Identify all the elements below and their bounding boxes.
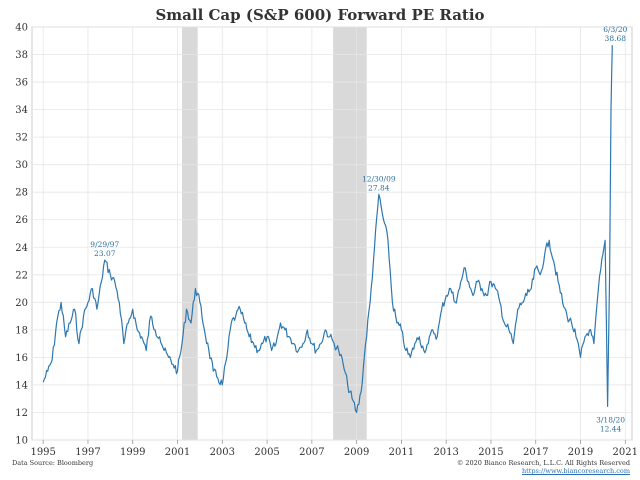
y-tick-label: 12	[15, 408, 28, 419]
plot-area	[31, 26, 633, 441]
recession-band	[182, 27, 198, 440]
y-tick-label: 24	[15, 243, 28, 254]
annotation-value: 12.44	[600, 424, 622, 433]
y-tick-label: 18	[15, 325, 28, 336]
y-axis: 10 12 14 16 18 20 22 24 26 28 30 32 34 36 38 40	[15, 23, 28, 447]
y-tick-label: 32	[15, 133, 28, 144]
y-tick-label: 16	[15, 353, 28, 364]
x-tick-label: 2005	[254, 447, 279, 458]
y-tick-label: 30	[15, 160, 28, 171]
y-tick-label: 40	[15, 23, 28, 34]
pe-ratio-line	[42, 45, 613, 414]
recession-shading	[182, 27, 367, 440]
y-tick-label: 22	[15, 270, 28, 281]
y-tick-label: 36	[15, 78, 28, 89]
x-tick-label: 2013	[433, 447, 458, 458]
x-tick-label: 2001	[165, 447, 190, 458]
x-tick-label: 1999	[120, 447, 145, 458]
x-tick-label: 2007	[299, 447, 324, 458]
annotation-date: 12/30/09	[362, 174, 396, 183]
x-tick-label: 2011	[389, 447, 414, 458]
x-tick-label: 2015	[478, 447, 503, 458]
x-tick-label: 2017	[523, 447, 548, 458]
annotation-value: 27.84	[368, 183, 390, 192]
annotation-date: 6/3/20	[603, 25, 627, 34]
y-tick-label: 20	[15, 298, 28, 309]
recession-band	[333, 27, 367, 440]
x-tick-label: 2003	[210, 447, 235, 458]
y-tick-label: 28	[15, 188, 28, 199]
chart-title: Small Cap (S&P 600) Forward PE Ratio	[155, 6, 485, 24]
x-axis: 1995 1997 1999 2001 2003 2005 2007 2009 2011 2013…	[30, 440, 638, 458]
y-tick-label: 26	[15, 215, 28, 226]
data-source-note: Data Source: Bloomberg	[12, 459, 94, 467]
y-tick-label: 38	[15, 50, 28, 61]
annotation-date: 9/29/97	[90, 240, 119, 249]
plot-border	[31, 26, 633, 441]
y-tick-label: 14	[15, 380, 28, 391]
x-tick-label: 2021	[613, 447, 638, 458]
annotation-value: 38.68	[605, 34, 627, 43]
x-tick-label: 1995	[30, 447, 55, 458]
website-link[interactable]: https://www.biancoresearch.com	[521, 467, 630, 475]
pe-series	[42, 45, 613, 414]
annotation-date: 3/18/20	[596, 415, 625, 424]
y-tick-label: 10	[15, 436, 28, 447]
annotation-value: 23.07	[94, 249, 116, 258]
y-tick-label: 34	[15, 105, 28, 116]
x-tick-label: 1997	[75, 447, 100, 458]
gridlines	[32, 26, 632, 441]
copyright-note: © 2020 Bianco Research, L.L.C. All Right…	[456, 459, 630, 467]
x-tick-label: 2009	[344, 447, 369, 458]
x-tick-label: 2019	[568, 447, 593, 458]
